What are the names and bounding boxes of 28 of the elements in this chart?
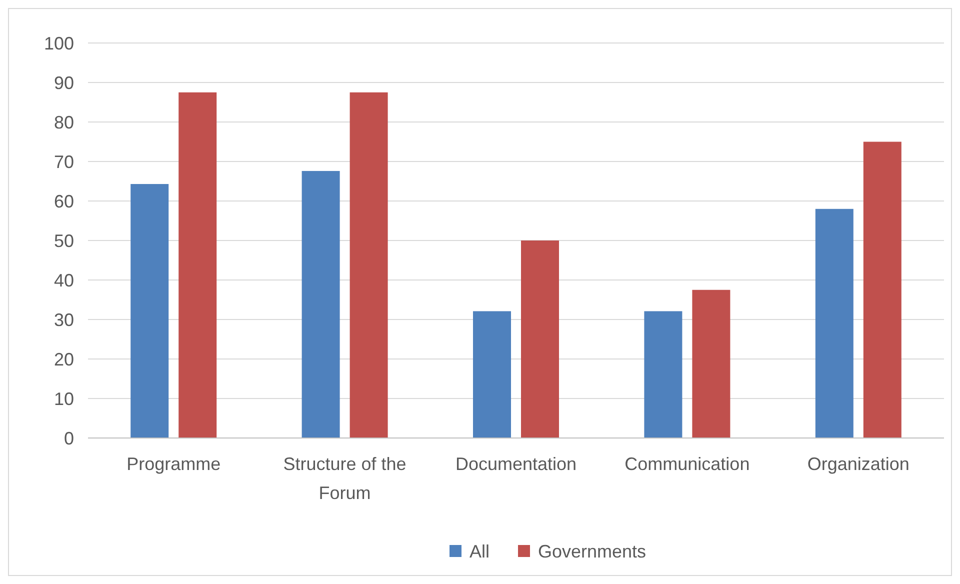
bar [863, 142, 902, 438]
y-tick-label: 20 [54, 349, 74, 370]
bar [302, 170, 340, 438]
bar [130, 184, 169, 438]
bar [521, 240, 559, 438]
legend-label: Governments [538, 541, 646, 562]
x-tick-label: Communication [624, 454, 750, 474]
y-tick-label: 80 [54, 112, 74, 132]
bar [350, 92, 388, 438]
y-tick-label: 10 [54, 388, 74, 409]
legend-label: All [470, 541, 490, 562]
x-tick-label: Documentation [455, 454, 577, 474]
x-tick-label: Organization [807, 454, 910, 474]
y-tick-label: 30 [54, 310, 74, 330]
bar [178, 92, 217, 438]
bar [473, 311, 511, 438]
y-tick-label: 0 [64, 428, 74, 448]
x-tick-label: Structure of the Forum [283, 454, 406, 503]
y-tick-label: 60 [54, 191, 74, 212]
x-tick-label: Programme [126, 454, 221, 474]
y-tick-label: 70 [54, 152, 74, 172]
y-tick-label: 50 [54, 230, 74, 251]
y-tick-label: 90 [54, 72, 74, 93]
bar [644, 311, 682, 438]
bar [815, 208, 854, 438]
y-tick-label: 40 [54, 270, 74, 290]
y-tick-label: 100 [44, 33, 74, 54]
bar [692, 290, 730, 438]
